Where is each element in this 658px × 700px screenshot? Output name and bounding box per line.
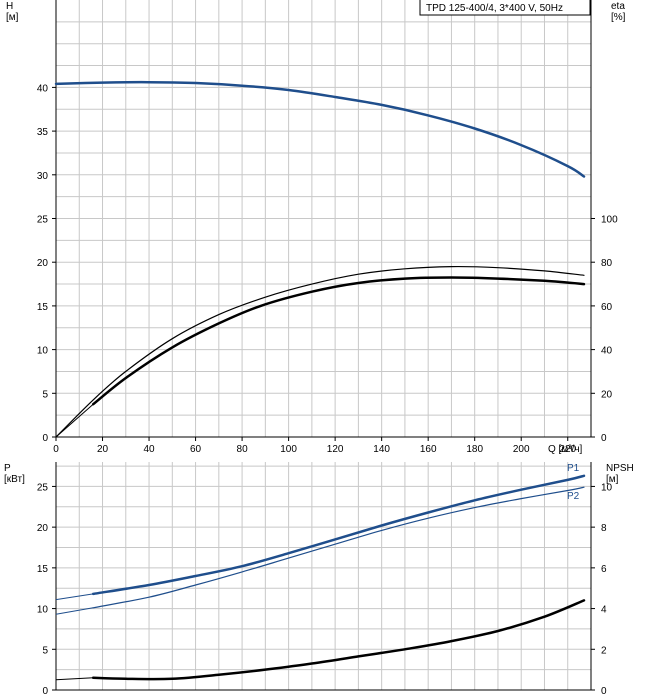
left-axis-title: P (4, 463, 11, 474)
x-tick-label: 140 (373, 444, 390, 455)
x-tick-label: 200 (513, 444, 530, 455)
right-tick-label: 2 (601, 645, 607, 656)
left-tick-label: 25 (37, 215, 49, 226)
x-axis-title: Q [м³/ч] (548, 444, 583, 455)
left-tick-label: 40 (37, 83, 49, 94)
left-tick-label: 30 (37, 171, 49, 182)
left-tick-label: 20 (37, 523, 49, 534)
legend-box: TPD 125-400/4, 3*400 V, 50Hz (419, 0, 591, 16)
x-tick-label: 120 (327, 444, 344, 455)
right-axis-unit: [м] (606, 474, 619, 485)
series-label-p2: P2 (567, 491, 580, 502)
left-axis-unit: [кВт] (4, 474, 25, 485)
x-tick-label: 180 (466, 444, 483, 455)
right-tick-label: 0 (601, 433, 607, 444)
right-tick-label: 60 (601, 302, 613, 313)
left-axis-title: H (6, 1, 13, 12)
series-line-npsh (91, 599, 586, 681)
power-npsh-chart: 0 5 10 15 20 25 0 2 4 6 8 10 P[кВт] NPSH[м] P1 P2 (4, 462, 634, 697)
series-line-eta_thick-extension (55, 403, 94, 438)
x-tick-label: 60 (190, 444, 202, 455)
left-tick-label: 5 (42, 389, 48, 400)
right-axis-title: eta (611, 1, 625, 12)
series-line-p1 (91, 474, 586, 596)
series-line-eta-thin (55, 265, 585, 438)
x-tick-label: 20 (97, 444, 109, 455)
right-tick-label: 100 (601, 215, 618, 226)
right-tick-label: 6 (601, 564, 607, 575)
left-axis-unit: [м] (6, 12, 19, 23)
right-tick-label: 20 (601, 389, 613, 400)
left-tick-label: 0 (42, 686, 48, 697)
left-tick-label: 15 (37, 302, 49, 313)
legend-text: TPD 125-400/4, 3*400 V, 50Hz (426, 3, 563, 14)
x-tick-label: 160 (420, 444, 437, 455)
right-tick-label: 40 (601, 346, 613, 357)
series-line-p2 (92, 486, 585, 609)
left-tick-label: 0 (42, 433, 48, 444)
right-tick-label: 8 (601, 523, 607, 534)
right-tick-label: 0 (601, 686, 607, 697)
series-line-h (54, 80, 586, 178)
left-tick-label: 5 (42, 645, 48, 656)
series-line-p2-extension (55, 607, 94, 615)
right-tick-label: 10 (601, 482, 613, 493)
x-tick-label: 220 (559, 444, 576, 455)
series-line-eta_thick (91, 276, 586, 406)
x-tick-label: 0 (53, 444, 59, 455)
left-tick-label: 25 (37, 482, 49, 493)
right-tick-label: 4 (601, 605, 607, 616)
left-tick-label: 10 (37, 605, 49, 616)
x-tick-label: 40 (143, 444, 155, 455)
x-tick-label: 80 (237, 444, 249, 455)
left-tick-label: 10 (37, 346, 49, 357)
left-tick-label: 20 (37, 258, 49, 269)
x-tick-label: 100 (280, 444, 297, 455)
series-line-p1-extension (55, 593, 94, 601)
head-efficiency-chart: 0 5 10 15 20 25 30 35 40 0 20 40 60 80 100 0 20 40 60 80 100… (6, 0, 626, 455)
right-axis-title: NPSH (606, 463, 634, 474)
right-tick-label: 80 (601, 258, 613, 269)
series-label-p1: P1 (567, 463, 580, 474)
series-line-npsh-extension (55, 677, 94, 681)
left-tick-label: 35 (37, 127, 49, 138)
right-axis-unit: [%] (611, 12, 626, 23)
left-tick-label: 15 (37, 564, 49, 575)
